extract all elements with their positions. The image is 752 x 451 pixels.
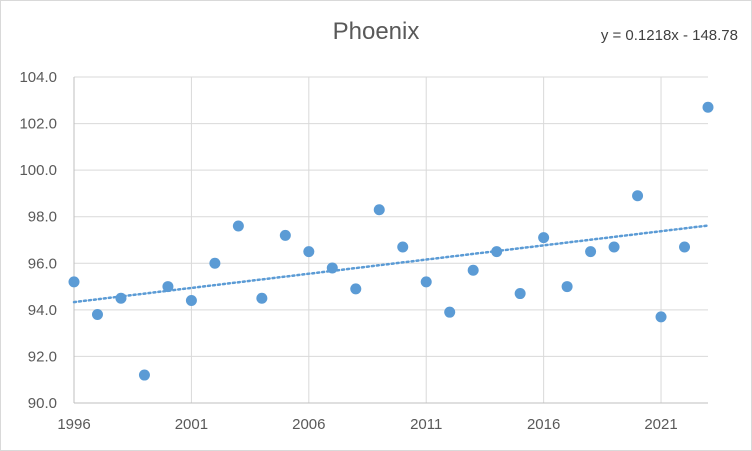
data-point	[91, 309, 103, 321]
data-point	[608, 241, 620, 253]
data-point	[538, 232, 550, 244]
x-tick-label: 2021	[644, 416, 677, 433]
data-point	[655, 311, 667, 323]
trendline-equation-label: y = 0.1218x - 148.78	[600, 27, 738, 44]
chart-title: Phoenix	[332, 18, 420, 45]
trendline-layer	[72, 224, 710, 304]
data-point	[185, 295, 197, 307]
data-point	[420, 276, 432, 288]
gridlines	[74, 76, 708, 403]
x-tick-label: 1996	[57, 416, 90, 433]
data-point	[514, 288, 526, 300]
x-tick-label: 2011	[410, 416, 442, 433]
data-point	[68, 276, 80, 288]
tick-labels: 90.0 92.0 94.0 96.0 98.0 100.0 102.0 104.0 1996 2…	[19, 69, 677, 433]
data-point	[279, 229, 291, 241]
data-point	[397, 241, 409, 253]
x-tick-label: 2016	[527, 416, 560, 433]
data-point	[702, 101, 714, 113]
y-tick-label: 102.0	[19, 116, 57, 133]
y-tick-label: 98.0	[28, 209, 57, 226]
data-point	[585, 246, 597, 258]
data-point	[350, 283, 362, 295]
y-tick-label: 104.0	[19, 69, 57, 86]
data-points	[68, 101, 714, 381]
data-point	[115, 292, 127, 304]
data-point	[444, 306, 456, 318]
x-tick-label: 2001	[175, 416, 208, 433]
y-tick-label: 90.0	[28, 395, 57, 412]
x-tick-label: 2006	[292, 416, 325, 433]
data-point	[256, 292, 268, 304]
data-point	[561, 281, 573, 293]
trendline	[72, 224, 710, 304]
y-tick-label: 96.0	[28, 255, 57, 272]
data-point	[138, 369, 150, 381]
data-point	[232, 220, 244, 232]
y-tick-label: 92.0	[28, 348, 57, 365]
data-point	[632, 190, 644, 202]
data-point	[491, 246, 503, 258]
data-point	[303, 246, 315, 258]
axes	[73, 77, 708, 404]
y-tick-label: 100.0	[19, 162, 57, 179]
data-point	[209, 257, 221, 269]
data-point	[467, 264, 479, 276]
data-point	[679, 241, 691, 253]
y-tick-label: 94.0	[28, 302, 57, 319]
data-point	[373, 204, 385, 216]
data-point	[326, 262, 338, 274]
data-point	[162, 281, 174, 293]
